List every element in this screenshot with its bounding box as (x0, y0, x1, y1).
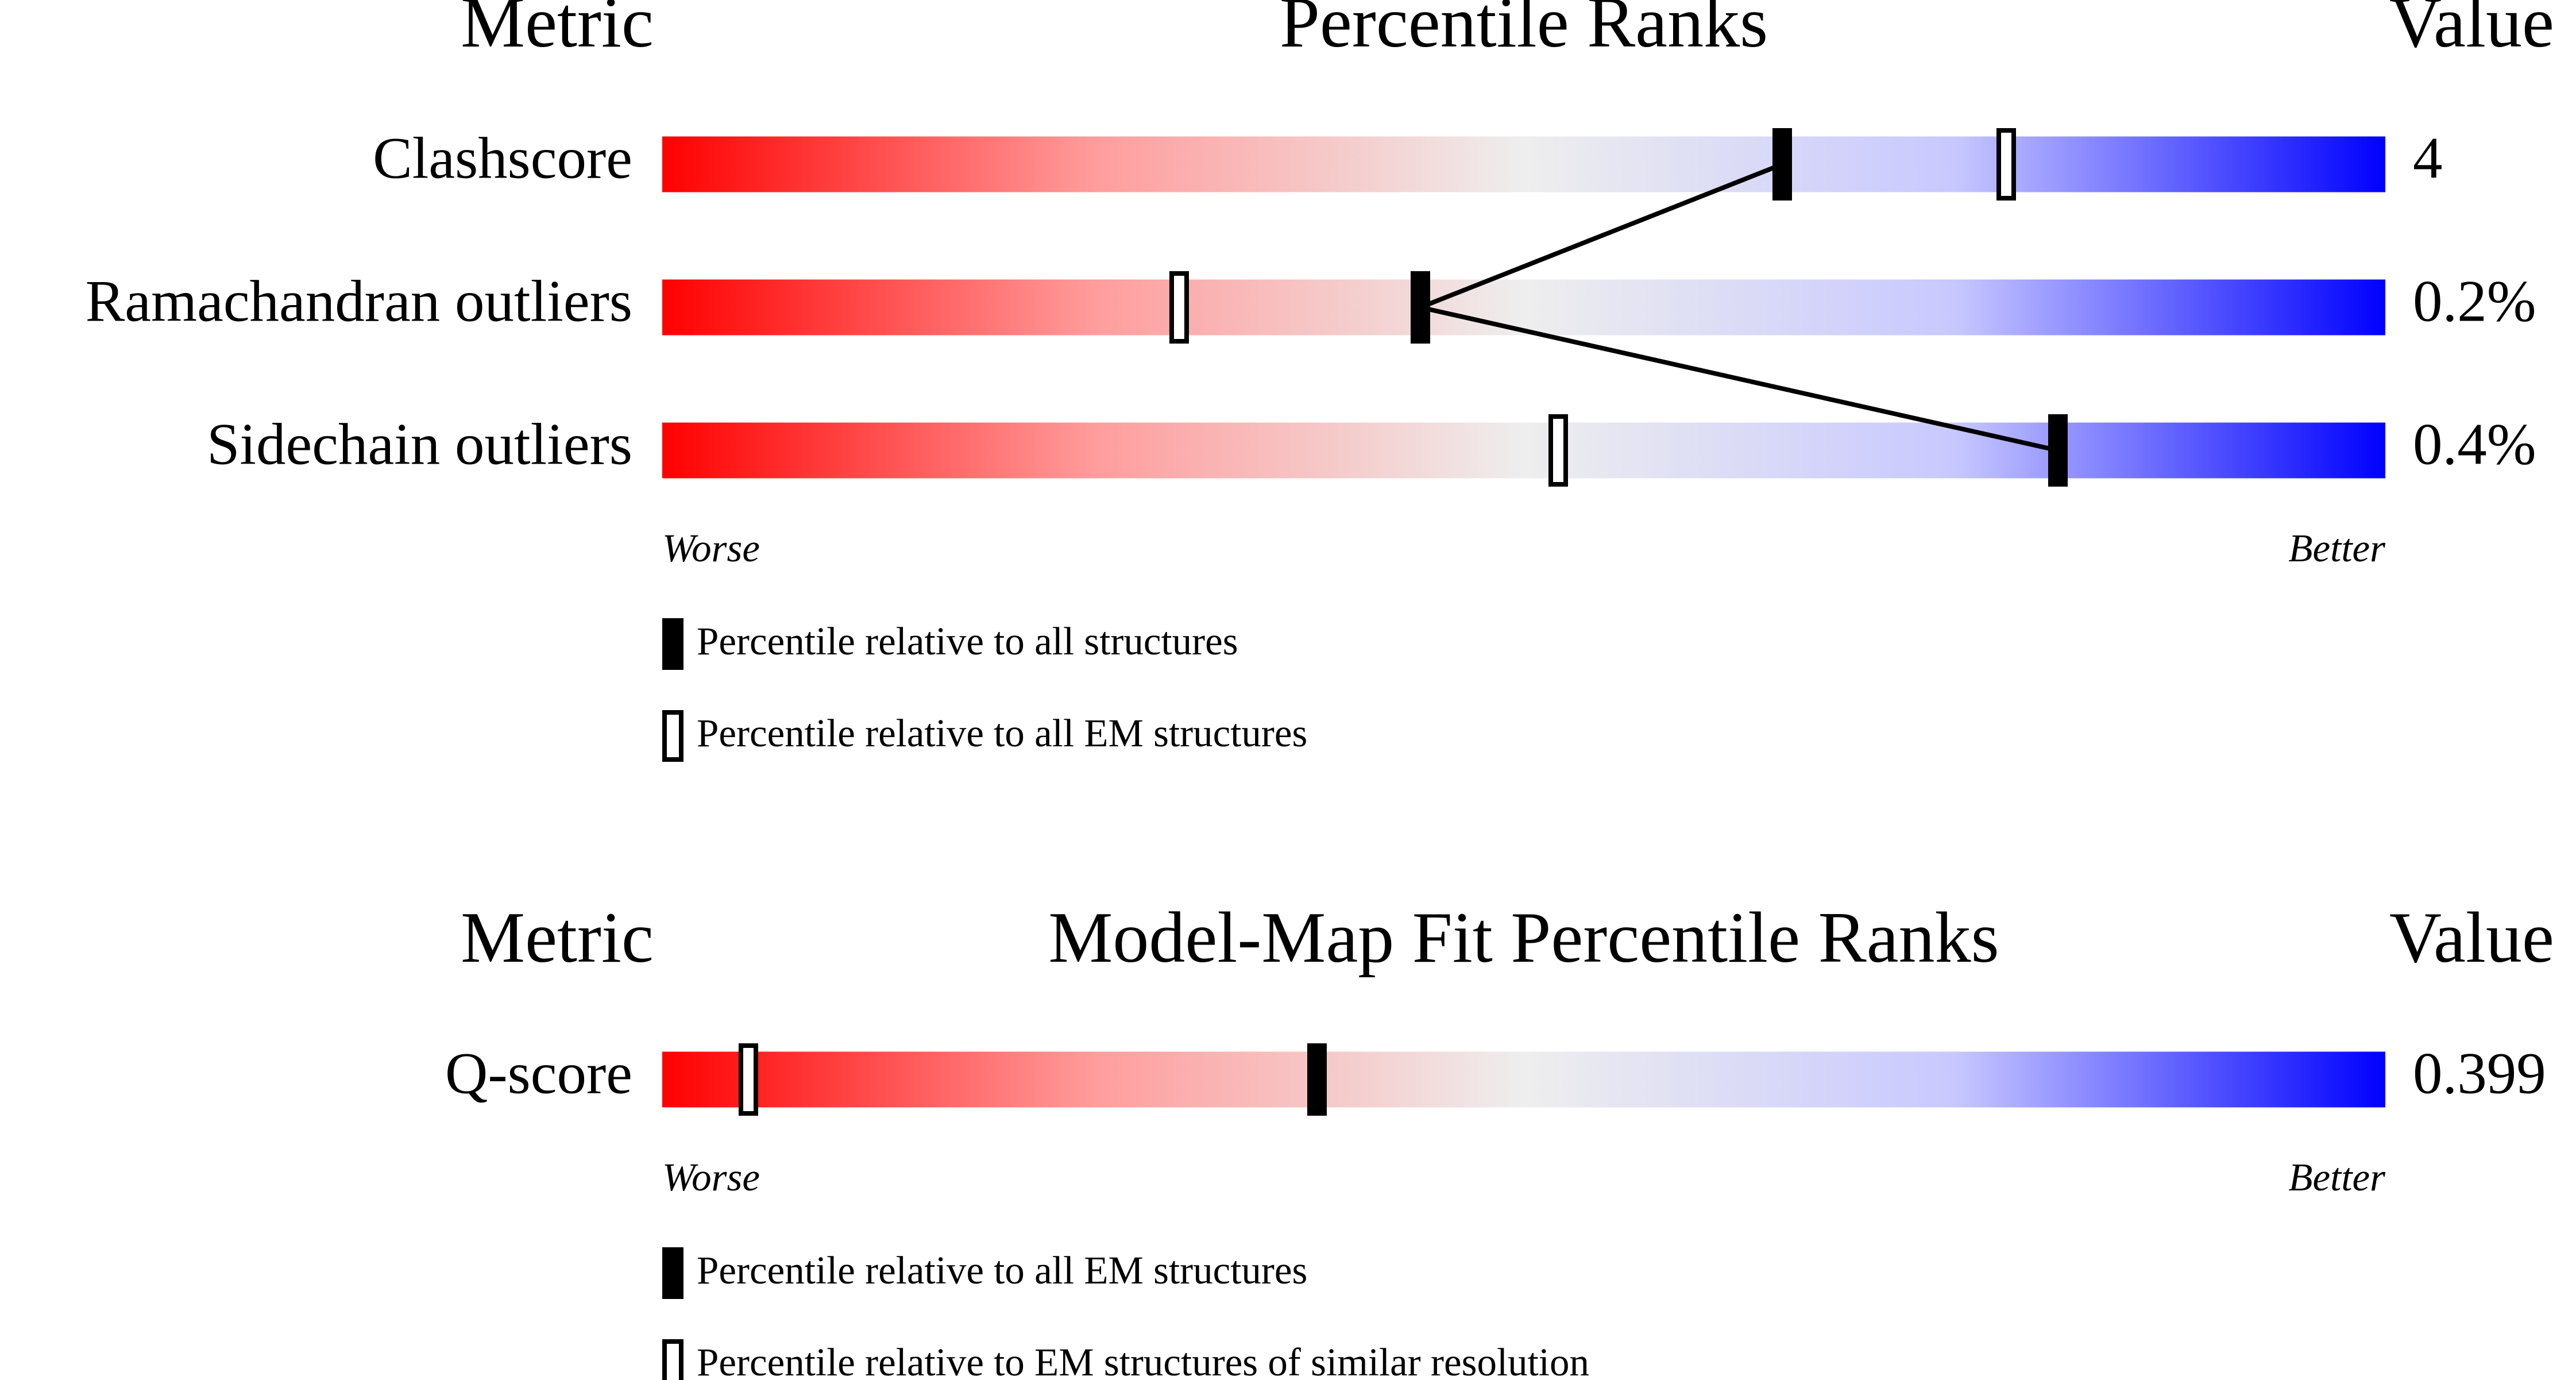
metric-label: Q-score (445, 1041, 632, 1107)
open-marker (1548, 414, 1568, 487)
legend-filled-marker (662, 1247, 683, 1299)
header-title: Model-Map Fit Percentile Ranks (1048, 898, 1999, 978)
open-marker (1169, 271, 1189, 344)
metric-value: 4 (2413, 126, 2443, 191)
percentile-bar (662, 279, 2385, 336)
metric-label: Ramachandran outliers (86, 269, 632, 334)
better-label: Better (2288, 526, 2386, 570)
header-value: Value (2389, 898, 2554, 978)
filled-marker (1772, 128, 1792, 201)
metric-label: Clashscore (373, 126, 632, 191)
percentile-bar (662, 136, 2385, 192)
filled-marker (1411, 271, 1430, 344)
header-metric: Metric (461, 0, 654, 63)
metric-value: 0.4% (2413, 412, 2536, 477)
header-value: Value (2389, 0, 2554, 63)
open-marker (739, 1043, 758, 1116)
worse-label: Worse (662, 526, 760, 570)
legend-open-marker (662, 710, 683, 762)
legend-filled-marker (662, 618, 683, 670)
better-label: Better (2288, 1155, 2386, 1199)
metric-value: 0.399 (2413, 1041, 2546, 1107)
header-metric: Metric (461, 898, 654, 978)
open-marker (1996, 128, 2016, 201)
filled-marker (2048, 414, 2068, 487)
filled-marker (1307, 1043, 1327, 1116)
percentile-bar (662, 422, 2385, 479)
worse-label: Worse (662, 1155, 760, 1199)
percentile-bar (662, 1051, 2385, 1108)
legend-filled-label: Percentile relative to all structures (697, 619, 1238, 663)
legend-open-label: Percentile relative to EM structures of … (697, 1340, 1589, 1380)
legend-open-label: Percentile relative to all EM structures (697, 711, 1307, 755)
metric-label: Sidechain outliers (207, 412, 632, 477)
legend-filled-label: Percentile relative to all EM structures (697, 1248, 1307, 1292)
metric-value: 0.2% (2413, 269, 2536, 334)
legend-open-marker (662, 1339, 683, 1380)
header-title: Percentile Ranks (1280, 0, 1768, 63)
